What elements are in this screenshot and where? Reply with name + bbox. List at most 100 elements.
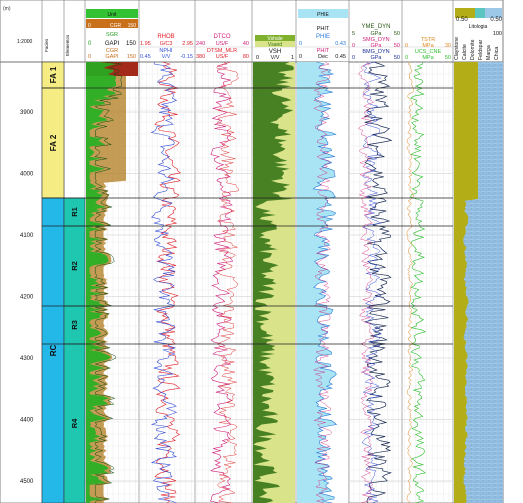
svg-text:MPa: MPa <box>422 55 434 61</box>
svg-text:PHIT: PHIT <box>317 48 330 54</box>
svg-text:0: 0 <box>256 55 259 61</box>
svg-text:150: 150 <box>127 54 136 60</box>
log-curves <box>86 61 503 503</box>
svg-text:50: 50 <box>394 43 400 49</box>
svg-text:NPHI: NPHI <box>159 48 173 54</box>
svg-text:240: 240 <box>196 41 205 47</box>
svg-text:TSTR: TSTR <box>421 37 435 43</box>
svg-text:150: 150 <box>126 41 137 47</box>
svg-text:US/F: US/F <box>216 54 229 60</box>
sgr-fill <box>86 62 116 503</box>
depth-ticks: 3900 4000 4100 4200 4300 4400 4500 <box>20 110 34 485</box>
density-track-header: RHOB 1.95 G/C3 2.95 NPHI 0.45 V/V -0.15 <box>140 34 193 60</box>
mechanical-track-header: YME_DYN 5 GPa 50 SMG_DYN 0 GPa 50 BMG_DY… <box>352 24 400 61</box>
svg-text:US/F: US/F <box>216 41 229 47</box>
lithology-clay-fill <box>454 62 478 503</box>
svg-text:GPa: GPa <box>370 43 382 49</box>
bmg-curve <box>361 61 382 503</box>
svg-text:Vsand: Vsand <box>268 42 282 48</box>
cgr-fill <box>86 62 126 503</box>
svg-text:GAPI: GAPI <box>105 41 120 47</box>
lithology-legend-item: Chica <box>494 47 500 60</box>
svg-text:V/V: V/V <box>271 55 280 61</box>
sonic-track-header: DTCO 240 US/F 40 DTSM_MLR 380 US/F 80 <box>196 34 249 60</box>
svg-text:GPa: GPa <box>370 31 382 37</box>
svg-text:0: 0 <box>88 41 92 47</box>
svg-text:DTCO: DTCO <box>214 34 231 40</box>
dtsm-curve <box>216 61 240 503</box>
svg-text:380: 380 <box>196 54 205 60</box>
gr-track-header: Unit 0 CGR 150 SGR 0 GAPI 150 CGR 0 GAPI… <box>86 9 138 60</box>
svg-text:0: 0 <box>352 55 355 61</box>
svg-text:0.43: 0.43 <box>335 41 346 47</box>
facies-label: FA 2 <box>49 134 58 151</box>
svg-text:PHIT: PHIT <box>317 26 330 32</box>
depth-unit-label: (m) <box>3 6 11 12</box>
svg-text:0.50: 0.50 <box>490 17 502 23</box>
lithology-track-header: 0.50 0.50 Litologia 100 Claystone Calcite… <box>454 8 503 60</box>
nphi-curve <box>150 62 178 503</box>
lithology-legend-item: Calcite <box>462 44 468 60</box>
zone-tracks: FA 1 FA 2 RC R1 R2 R3 R4 <box>41 61 453 503</box>
svg-text:50: 50 <box>445 55 451 61</box>
porosity-track-header: PHIE PHIT PHIE 0 0.43 PHIT 0 Dec 0.45 <box>298 9 348 60</box>
subfacies-label: R3 <box>70 320 79 330</box>
svg-text:50: 50 <box>394 55 400 61</box>
depth-tick-label: 4300 <box>20 356 34 362</box>
svg-text:0: 0 <box>352 43 355 49</box>
svg-text:MPa: MPa <box>422 43 434 49</box>
svg-text:RHOB: RHOB <box>157 34 174 40</box>
svg-text:0: 0 <box>405 43 408 49</box>
svg-text:PHIE: PHIE <box>316 34 330 40</box>
svg-text:0.50: 0.50 <box>456 17 468 23</box>
svg-text:0: 0 <box>299 54 302 60</box>
svg-text:30: 30 <box>445 43 451 49</box>
rhob-curve <box>154 61 182 503</box>
svg-text:40: 40 <box>243 41 249 47</box>
subfacies-track-title: Elementos <box>65 34 70 56</box>
svg-text:50: 50 <box>394 31 400 37</box>
smg-curve <box>358 61 375 503</box>
svg-text:0: 0 <box>88 23 91 29</box>
subfacies-label: R4 <box>70 418 79 428</box>
depth-tick-label: 4000 <box>20 172 34 178</box>
svg-text:1.95: 1.95 <box>140 41 151 47</box>
svg-text:PHIE: PHIE <box>317 12 329 18</box>
svg-text:5: 5 <box>352 31 355 37</box>
depth-scale-label: 1:2000 <box>17 39 33 45</box>
svg-text:Litologia: Litologia <box>469 24 488 30</box>
lithology-legend-item: Feldspar <box>478 40 484 60</box>
depth-tick-label: 3900 <box>20 110 34 116</box>
yme-curve <box>364 61 393 503</box>
svg-text:SMG_DYN: SMG_DYN <box>362 37 389 43</box>
svg-text:0: 0 <box>299 41 302 47</box>
svg-text:0.45: 0.45 <box>140 54 151 60</box>
svg-text:2.95: 2.95 <box>182 41 193 47</box>
svg-text:80: 80 <box>243 54 249 60</box>
dtco-curve <box>209 61 233 503</box>
svg-text:BMG_DYN: BMG_DYN <box>362 49 389 55</box>
svg-text:Vshale: Vshale <box>267 36 283 42</box>
svg-text:GPa: GPa <box>370 55 382 61</box>
lithology-legend-item: Claystone <box>454 37 460 60</box>
vsh-track-header: Vshale Vsand VSH 0 V/V 1 <box>255 35 295 61</box>
svg-text:G/C3: G/C3 <box>160 41 173 47</box>
facies-track-title: Facies <box>44 38 49 52</box>
ucs-curve <box>410 62 427 503</box>
sgr-curve <box>94 61 123 503</box>
depth-tick-label: 4100 <box>20 233 34 239</box>
lithology-legend-item: Dolomite <box>470 39 476 60</box>
svg-text:UCS_CNE: UCS_CNE <box>415 49 442 55</box>
phie-curve <box>312 61 338 503</box>
svg-text:1: 1 <box>291 55 294 61</box>
svg-text:CGR: CGR <box>110 23 122 29</box>
svg-text:V/V: V/V <box>162 54 171 60</box>
svg-text:0: 0 <box>88 54 91 60</box>
tstr-curve <box>406 61 414 503</box>
gr-fill-label: Unit <box>108 12 118 18</box>
svg-text:SGR: SGR <box>106 32 118 38</box>
svg-text:CGR: CGR <box>106 48 118 54</box>
vshale-fill <box>253 62 294 503</box>
